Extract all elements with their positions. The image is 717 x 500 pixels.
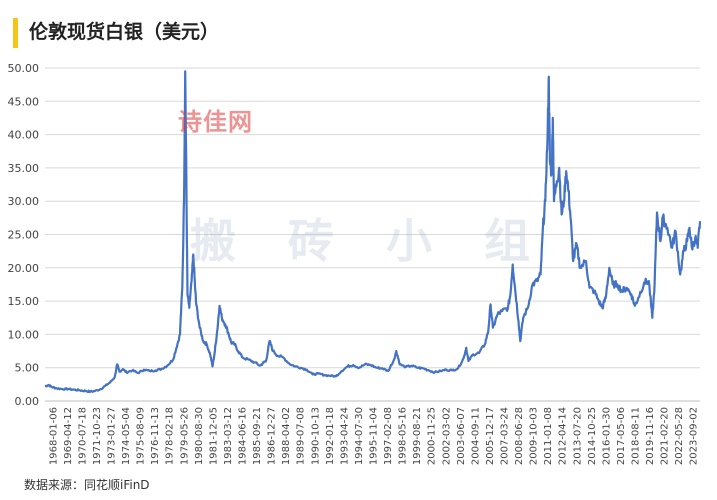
y-tick-label: 40.00 [8, 129, 40, 142]
y-tick-label: 10.00 [8, 328, 40, 341]
watermark-top: 诗佳网 [178, 108, 253, 136]
x-tick-label: 1970-07-18 [77, 407, 88, 465]
x-tick-label: 2014-10-25 [587, 407, 598, 465]
x-tick-label: 2004-09-11 [470, 407, 481, 465]
x-tick-label: 2013-07-20 [572, 407, 583, 465]
x-tick-label: 2005-12-17 [485, 407, 496, 465]
x-tick-label: 1968-01-06 [48, 407, 59, 465]
watermark-center: 搬 砖 小 组 [190, 214, 549, 268]
x-tick-label: 2008-06-28 [514, 407, 525, 465]
x-tick-label: 1980-08-30 [194, 407, 205, 465]
y-tick-label: 50.00 [8, 62, 40, 75]
x-tick-label: 2019-11-16 [645, 407, 656, 465]
x-tick-label: 2023-09-02 [689, 407, 700, 465]
y-tick-label: 20.00 [8, 262, 40, 275]
x-tick-label: 2009-10-03 [529, 407, 540, 465]
y-tick-label: 35.00 [8, 162, 40, 175]
x-tick-label: 1988-04-02 [281, 407, 292, 465]
x-tick-label: 2017-05-06 [616, 407, 627, 465]
x-tick-label: 2018-08-11 [631, 407, 642, 465]
y-axis-labels: 0.00 5.00 10.00 15.00 20.00 25.00 30.00 35.00 40… [8, 62, 40, 408]
x-tick-label: 2012-04-14 [558, 407, 569, 465]
x-tick-label: 1983-03-12 [223, 407, 234, 465]
y-tick-label: 25.00 [8, 229, 40, 242]
x-tick-label: 2021-02-20 [660, 407, 671, 465]
x-tick-label: 1989-07-08 [296, 407, 307, 465]
x-tick-label: 1975-08-09 [136, 407, 147, 465]
y-tick-label: 45.00 [8, 95, 40, 108]
x-tick-label: 1998-05-16 [398, 407, 409, 465]
x-tick-label: 2002-03-02 [441, 407, 452, 465]
title-accent-bar [13, 18, 18, 48]
series-line-silver-price [44, 70, 702, 394]
x-tick-label: 1973-01-27 [107, 407, 118, 465]
page-title: 伦敦现货白银（美元） [29, 21, 220, 43]
x-tick-label: 1997-02-08 [383, 407, 394, 465]
x-tick-label: 1978-02-18 [165, 407, 176, 465]
data-source-note: 数据来源：同花顺iFinD [24, 478, 150, 492]
x-tick-label: 1974-05-04 [121, 407, 132, 465]
y-tick-label: 30.00 [8, 195, 40, 208]
y-tick-label: 5.00 [15, 362, 40, 375]
x-tick-label: 1993-04-24 [339, 407, 350, 465]
x-tick-label: 2011-01-08 [543, 407, 554, 465]
x-tick-label: 1995-11-04 [369, 407, 380, 465]
x-tick-label: 2000-11-25 [427, 407, 438, 465]
x-axis-labels: 1968-01-06 1969-04-12 1970-07-18 1971-10-23… [48, 407, 699, 465]
x-tick-label: 1999-08-21 [412, 407, 423, 465]
x-tick-label: 1969-04-12 [63, 407, 74, 465]
x-tick-label: 1971-10-23 [92, 407, 103, 465]
x-tick-label: 1994-07-30 [354, 407, 365, 465]
x-tick-label: 2003-06-07 [456, 407, 467, 465]
x-tick-label: 2016-01-30 [601, 407, 612, 465]
x-tick-label: 1990-10-13 [310, 407, 321, 465]
x-tick-label: 1985-09-21 [252, 407, 263, 465]
grid-lines [45, 67, 700, 402]
x-tick-label: 1984-06-16 [238, 407, 249, 465]
y-tick-label: 15.00 [8, 295, 40, 308]
x-tick-label: 1976-11-13 [150, 407, 161, 465]
x-tick-label: 1992-01-18 [325, 407, 336, 465]
x-tick-label: 1981-12-05 [208, 407, 219, 465]
x-tick-label: 2022-05-28 [674, 407, 685, 465]
y-tick-label: 0.00 [15, 395, 40, 408]
x-tick-label: 2007-03-24 [500, 407, 511, 465]
x-tick-label: 1986-12-27 [267, 407, 278, 465]
x-tick-label: 1979-05-26 [179, 407, 190, 465]
